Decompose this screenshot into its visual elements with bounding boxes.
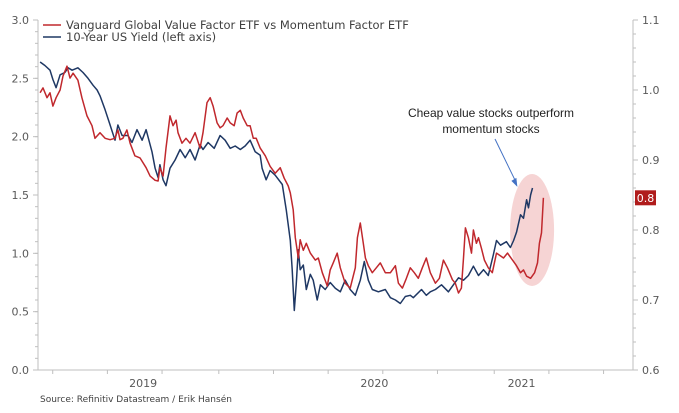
left-axis-tick-label: 0.5 (12, 306, 30, 319)
last-value-badge-background (635, 190, 656, 206)
series-line-us-yield (39, 61, 534, 312)
series-line-value-momentum (39, 65, 545, 294)
right-axis-tick-label: 0.9 (642, 154, 660, 167)
left-axis-tick-label: 2.5 (12, 72, 30, 85)
annotation-arrow-line (494, 138, 516, 182)
right-axis-tick-label: 0.6 (642, 364, 660, 377)
left-axis-tick-label: 1.5 (12, 189, 30, 202)
left-axis-tick-label: 1.0 (12, 247, 30, 260)
series-layer (39, 61, 545, 312)
annotation-arrow-head (511, 177, 518, 187)
annotation-line-2: momentum stocks (442, 122, 539, 136)
left-axis-tick-label: 0.0 (12, 364, 30, 377)
right-axis-tick-label: 1.1 (642, 14, 660, 27)
last-value-badge: 0.8 (635, 190, 656, 206)
axes: 0.0 0.5 1.0 1.5 2.0 2.5 3.0 0.6 0.7 0.8 0.9 1.0 1.1 2… (12, 14, 660, 390)
right-axis-tick-label: 0.7 (642, 294, 660, 307)
legend-label-value-momentum: Vanguard Global Value Factor ETF vs Mome… (66, 18, 409, 32)
legend-label-us-yield: 10-Year US Yield (left axis) (66, 30, 216, 44)
right-axis-tick-label: 0.8 (642, 224, 660, 237)
left-axis-tick-label: 2.0 (12, 131, 30, 144)
last-value-badge-text: 0.8 (637, 192, 655, 205)
right-axis-tick-label: 1.0 (642, 84, 660, 97)
annotation-line-1: Cheap value stocks outperform (408, 106, 574, 120)
x-axis-tick-label: 2019 (129, 377, 157, 390)
annotation-layer: Cheap value stocks outperform momentum s… (408, 106, 574, 187)
x-axis-tick-label: 2021 (508, 377, 536, 390)
left-axis-tick-label: 3.0 (12, 14, 30, 27)
source-note: Source: Refinitiv Datastream / Erik Hans… (40, 395, 232, 405)
legend: Vanguard Global Value Factor ETF vs Mome… (43, 18, 409, 44)
x-axis-tick-label: 2020 (360, 377, 388, 390)
